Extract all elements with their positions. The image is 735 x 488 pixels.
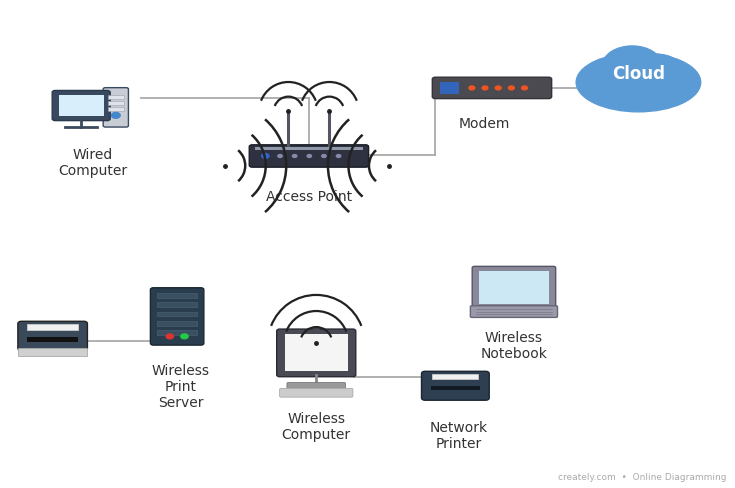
Circle shape — [262, 154, 269, 159]
FancyBboxPatch shape — [157, 312, 197, 317]
Text: Wireless
Print
Server: Wireless Print Server — [152, 363, 209, 409]
FancyBboxPatch shape — [249, 145, 368, 168]
Circle shape — [522, 87, 528, 91]
Circle shape — [278, 155, 282, 158]
FancyBboxPatch shape — [478, 271, 549, 304]
FancyBboxPatch shape — [27, 338, 78, 342]
Circle shape — [654, 65, 698, 94]
Text: Wired
Computer: Wired Computer — [58, 148, 127, 178]
Circle shape — [313, 327, 319, 331]
Circle shape — [322, 155, 326, 158]
Text: Wireless
Computer: Wireless Computer — [282, 411, 351, 442]
Circle shape — [307, 155, 312, 158]
FancyBboxPatch shape — [52, 91, 110, 122]
Text: Modem: Modem — [459, 117, 510, 131]
Circle shape — [166, 334, 173, 339]
FancyBboxPatch shape — [421, 371, 490, 400]
FancyBboxPatch shape — [287, 383, 345, 389]
FancyBboxPatch shape — [157, 321, 197, 326]
FancyBboxPatch shape — [157, 293, 197, 298]
FancyBboxPatch shape — [470, 306, 558, 318]
Ellipse shape — [576, 54, 700, 113]
Text: Network
Printer: Network Printer — [430, 420, 488, 450]
FancyBboxPatch shape — [440, 82, 459, 95]
Circle shape — [632, 55, 682, 88]
Circle shape — [181, 334, 188, 339]
Circle shape — [469, 87, 475, 91]
FancyBboxPatch shape — [431, 386, 480, 390]
FancyBboxPatch shape — [151, 288, 204, 346]
Text: Cloud: Cloud — [612, 65, 665, 83]
Text: Access Point: Access Point — [266, 190, 352, 203]
FancyBboxPatch shape — [432, 375, 478, 380]
FancyBboxPatch shape — [157, 303, 197, 307]
FancyBboxPatch shape — [18, 348, 87, 356]
FancyBboxPatch shape — [284, 335, 348, 372]
FancyBboxPatch shape — [27, 325, 78, 330]
FancyBboxPatch shape — [255, 148, 363, 151]
FancyBboxPatch shape — [107, 96, 124, 100]
FancyBboxPatch shape — [18, 322, 87, 351]
Text: creately.com  •  Online Diagramming: creately.com • Online Diagramming — [558, 472, 726, 481]
FancyBboxPatch shape — [157, 330, 197, 335]
FancyBboxPatch shape — [103, 88, 129, 128]
FancyBboxPatch shape — [279, 388, 353, 397]
Circle shape — [293, 155, 297, 158]
FancyBboxPatch shape — [59, 96, 104, 117]
Circle shape — [112, 113, 121, 119]
Circle shape — [495, 87, 501, 91]
Circle shape — [602, 47, 662, 86]
FancyBboxPatch shape — [432, 78, 552, 100]
FancyBboxPatch shape — [472, 267, 556, 308]
Circle shape — [482, 87, 488, 91]
Circle shape — [584, 60, 637, 94]
FancyBboxPatch shape — [107, 108, 124, 112]
Circle shape — [337, 155, 341, 158]
Text: Wireless
Notebook: Wireless Notebook — [481, 330, 548, 361]
FancyBboxPatch shape — [107, 102, 124, 106]
Circle shape — [509, 87, 514, 91]
FancyBboxPatch shape — [276, 329, 356, 377]
